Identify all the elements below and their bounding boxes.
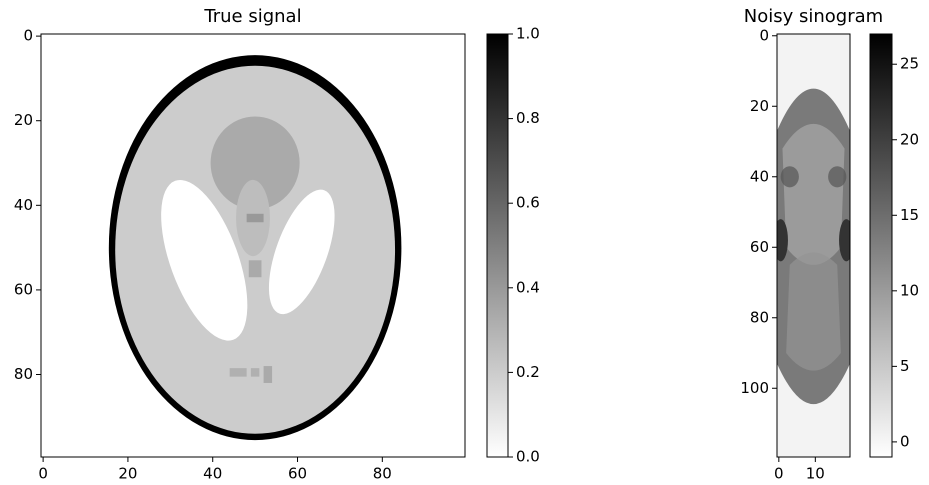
y-tick-label: 80 bbox=[14, 365, 33, 383]
colorbar bbox=[487, 34, 508, 457]
colorbar-tick-label: 0.2 bbox=[516, 363, 540, 381]
colorbar-tick-label: 20 bbox=[900, 130, 919, 148]
sinogram-image bbox=[777, 34, 850, 457]
y-tick-label: 0 bbox=[23, 27, 33, 45]
y-tick-label: 20 bbox=[750, 97, 769, 115]
x-tick-label: 40 bbox=[203, 465, 222, 483]
axes-frame bbox=[776, 33, 851, 458]
colorbar-tick-label: 0.8 bbox=[516, 109, 540, 127]
x-tick-label: 10 bbox=[806, 465, 825, 483]
x-tick-label: 60 bbox=[288, 465, 307, 483]
colorbar-frame bbox=[869, 33, 893, 458]
y-tick-label: 40 bbox=[14, 196, 33, 214]
x-tick-label: 80 bbox=[373, 465, 392, 483]
x-tick-label: 0 bbox=[38, 465, 48, 483]
colorbar-tick-label: 25 bbox=[900, 55, 919, 73]
colorbar-tick-label: 10 bbox=[900, 281, 919, 299]
colorbar-tick-label: 5 bbox=[900, 357, 910, 375]
y-tick-label: 60 bbox=[14, 280, 33, 298]
y-tick-label: 60 bbox=[750, 238, 769, 256]
colorbar-tick-label: 1.0 bbox=[516, 25, 540, 43]
y-tick-label: 0 bbox=[759, 26, 769, 44]
x-tick-label: 20 bbox=[118, 465, 137, 483]
axes-frame bbox=[40, 33, 466, 458]
y-tick-label: 100 bbox=[740, 379, 769, 397]
phantom-image bbox=[41, 34, 465, 457]
colorbar-tick-label: 15 bbox=[900, 206, 919, 224]
colorbar bbox=[870, 34, 892, 457]
x-tick-label: 0 bbox=[774, 465, 784, 483]
chart-title: Noisy sinogram bbox=[744, 6, 883, 27]
y-tick-label: 20 bbox=[14, 111, 33, 129]
chart-title: True signal bbox=[203, 6, 301, 27]
colorbar-tick-label: 0.6 bbox=[516, 194, 540, 212]
colorbar-tick-label: 0 bbox=[900, 432, 910, 450]
colorbar-tick-label: 0.4 bbox=[516, 278, 540, 296]
y-tick-label: 40 bbox=[750, 167, 769, 185]
colorbar-frame bbox=[486, 33, 509, 458]
colorbar-tick-label: 0.0 bbox=[516, 448, 540, 466]
y-tick-label: 80 bbox=[750, 308, 769, 326]
